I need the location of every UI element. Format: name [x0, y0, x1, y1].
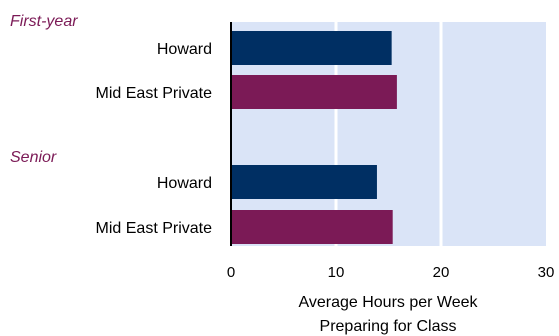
x-axis-label-line-1: Average Hours per Week: [298, 294, 478, 311]
group-label-0: First-year: [10, 13, 78, 30]
category-labels: First-year Howard Mid East Private Senior Ho…: [10, 13, 212, 237]
category-label-1-0: Howard: [157, 175, 212, 192]
category-label-0-1: Mid East Private: [96, 85, 213, 102]
bars: [231, 31, 397, 244]
category-label-1-1: Mid East Private: [96, 220, 213, 237]
bar-0-0: [231, 31, 392, 65]
x-tick-label-20: 20: [433, 264, 450, 281]
group-label-1: Senior: [10, 149, 57, 166]
category-label-0-0: Howard: [157, 41, 212, 58]
bar-0-1: [231, 75, 397, 109]
x-tick-label-30: 30: [538, 264, 555, 281]
x-tick-label-10: 10: [328, 264, 345, 281]
x-axis-label-line-2: Preparing for Class: [320, 318, 457, 335]
bar-1-0: [231, 165, 377, 199]
x-tick-labels: 0 10 20 30: [227, 264, 555, 281]
bar-1-1: [231, 210, 393, 244]
x-tick-label-0: 0: [227, 264, 235, 281]
